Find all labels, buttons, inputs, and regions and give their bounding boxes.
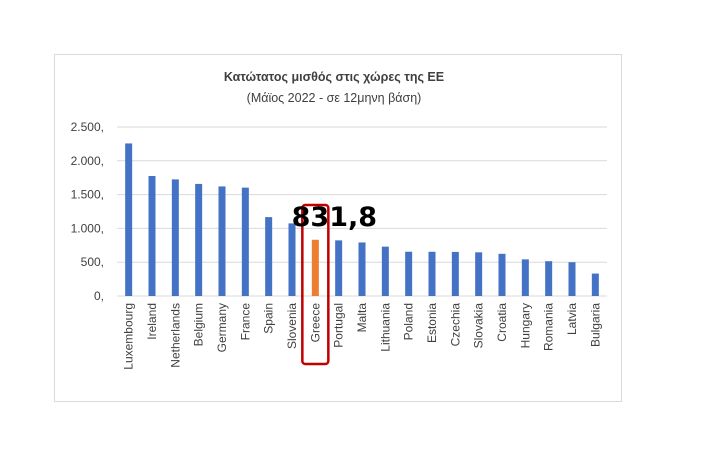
bar-portugal bbox=[335, 240, 343, 296]
chart-title: Κατώτατος μισθός στις χώρες της ΕΕ bbox=[224, 70, 444, 84]
bar-netherlands bbox=[171, 179, 179, 296]
x-tick-label: Spain bbox=[262, 303, 276, 334]
x-tick-label: Croatia bbox=[495, 303, 509, 342]
bar-spain bbox=[265, 217, 273, 296]
chart-subtitle: (Μάϊος 2022 - σε 12μηνη βάση) bbox=[247, 91, 422, 105]
bar-belgium bbox=[195, 183, 203, 296]
x-tick-label: Ireland bbox=[145, 303, 159, 340]
x-tick-label: Bulgaria bbox=[588, 303, 602, 347]
x-tick-label: Poland bbox=[402, 303, 416, 340]
x-tick-label: Latvia bbox=[565, 303, 579, 335]
bar-chart: Κατώτατος μισθός στις χώρες της ΕΕ (Μάϊο… bbox=[71, 70, 607, 370]
x-tick-label: France bbox=[238, 303, 252, 341]
bar-greece bbox=[311, 239, 319, 296]
bar-czechia bbox=[451, 251, 459, 296]
y-tick-label: 1.000, bbox=[71, 221, 104, 235]
y-tick-label: 2.500, bbox=[71, 120, 104, 134]
y-axis-ticks: 0, 500, 1.000, 1.500, 2.000, 2.500, bbox=[71, 120, 104, 303]
y-tick-label: 1.500, bbox=[71, 188, 104, 202]
bar-poland bbox=[405, 251, 413, 296]
x-tick-label: Netherlands bbox=[168, 303, 182, 368]
bar-malta bbox=[358, 242, 366, 296]
highlight-value-label: 831,8 bbox=[292, 202, 377, 233]
bar-latvia bbox=[568, 262, 576, 296]
x-tick-label: Belgium bbox=[192, 303, 206, 346]
bar-luxembourg bbox=[125, 143, 133, 296]
bar-ireland bbox=[148, 176, 156, 296]
bar-romania bbox=[545, 261, 553, 296]
y-tick-label: 2.000, bbox=[71, 154, 104, 168]
bars bbox=[125, 143, 599, 296]
x-tick-label: Slovakia bbox=[472, 303, 486, 349]
x-tick-label: Malta bbox=[355, 303, 369, 333]
x-axis-ticks: Luxembourg Ireland Netherlands Belgium Germa… bbox=[122, 303, 603, 370]
x-tick-label: Czechia bbox=[448, 303, 462, 347]
chart-frame: Κατώτατος μισθός στις χώρες της ΕΕ (Μάϊο… bbox=[54, 54, 622, 402]
x-tick-label: Hungary bbox=[518, 303, 532, 348]
x-tick-label: Estonia bbox=[425, 303, 439, 343]
bar-slovakia bbox=[475, 252, 483, 296]
bar-bulgaria bbox=[591, 273, 599, 296]
bar-hungary bbox=[521, 259, 529, 296]
bar-estonia bbox=[428, 251, 436, 296]
x-tick-label: Portugal bbox=[332, 303, 346, 348]
bar-germany bbox=[218, 186, 226, 296]
x-tick-label: Slovenia bbox=[285, 303, 299, 349]
highlight-group: 831,8 bbox=[292, 202, 377, 366]
x-tick-label: Lithuania bbox=[378, 303, 392, 352]
x-tick-label: Luxembourg bbox=[122, 303, 136, 370]
x-tick-label: Romania bbox=[542, 303, 556, 351]
bar-croatia bbox=[498, 253, 506, 296]
y-tick-label: 500, bbox=[81, 255, 104, 269]
highlight-box bbox=[301, 203, 330, 366]
bar-slovenia bbox=[288, 223, 296, 296]
y-tick-label: 0, bbox=[94, 289, 104, 303]
bar-france bbox=[241, 187, 249, 296]
x-tick-label: Greece bbox=[308, 303, 322, 343]
x-tick-label: Germany bbox=[215, 303, 229, 352]
bar-lithuania bbox=[381, 246, 389, 296]
